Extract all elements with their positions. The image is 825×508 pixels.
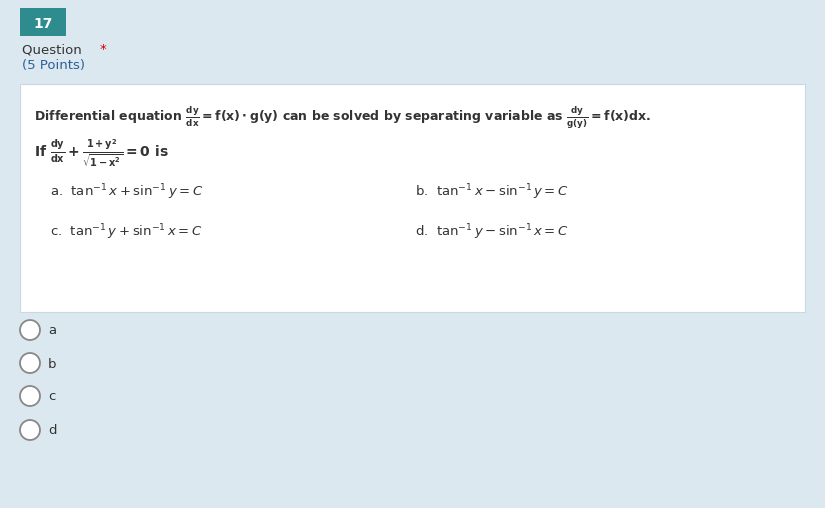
Text: If $\mathbf{\frac{dy}{dx} + \frac{1+y^2}{\sqrt{1-x^2}} = 0}$ is: If $\mathbf{\frac{dy}{dx} + \frac{1+y^2}…	[34, 137, 168, 169]
Text: a.  $\tan^{-1}x + \sin^{-1}y = C$: a. $\tan^{-1}x + \sin^{-1}y = C$	[50, 182, 204, 202]
Text: c.  $\tan^{-1}y + \sin^{-1}x = C$: c. $\tan^{-1}y + \sin^{-1}x = C$	[50, 222, 203, 242]
Circle shape	[20, 353, 40, 373]
Text: b.  $\tan^{-1}x - \sin^{-1}y = C$: b. $\tan^{-1}x - \sin^{-1}y = C$	[415, 182, 568, 202]
FancyBboxPatch shape	[20, 8, 66, 36]
Text: 17: 17	[33, 17, 53, 31]
Text: c: c	[48, 391, 55, 403]
Circle shape	[20, 320, 40, 340]
Text: (5 Points): (5 Points)	[22, 59, 85, 73]
FancyBboxPatch shape	[20, 84, 805, 312]
Text: Question: Question	[22, 44, 86, 56]
Text: Differential equation $\mathbf{\frac{dy}{dx} = f(x) \cdot g(y)}$ can be solved b: Differential equation $\mathbf{\frac{dy}…	[34, 104, 651, 130]
Circle shape	[20, 386, 40, 406]
Text: a: a	[48, 325, 56, 337]
Text: d: d	[48, 425, 56, 437]
Text: d.  $\tan^{-1}y - \sin^{-1}x = C$: d. $\tan^{-1}y - \sin^{-1}x = C$	[415, 222, 568, 242]
Text: *: *	[100, 44, 106, 56]
Circle shape	[20, 420, 40, 440]
Text: b: b	[48, 358, 56, 370]
